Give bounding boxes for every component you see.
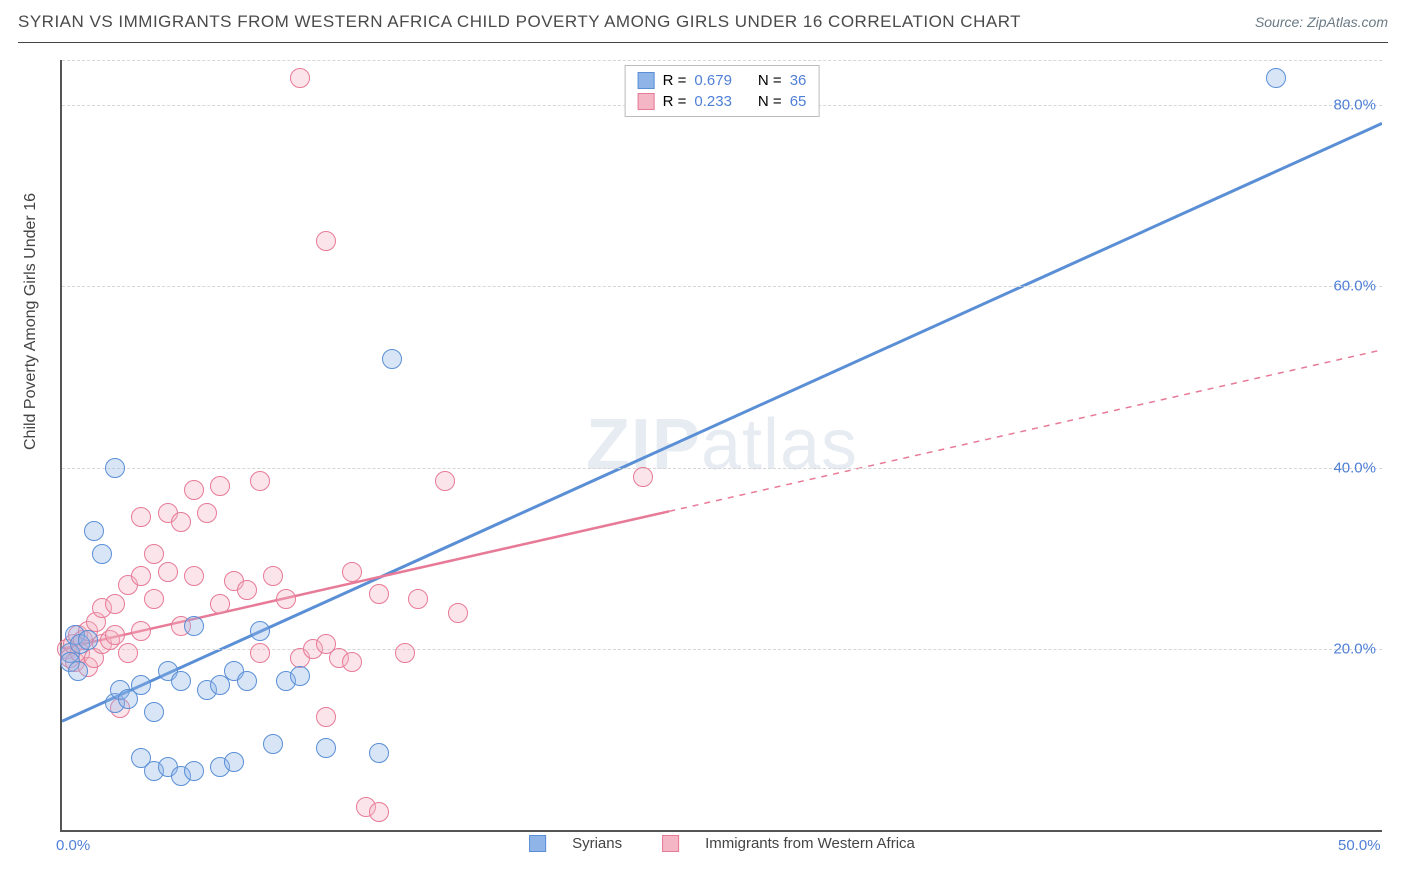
data-point (263, 566, 283, 586)
data-point (105, 625, 125, 645)
data-point (184, 480, 204, 500)
y-tick-label: 80.0% (1333, 97, 1376, 114)
trend-line-dashed (669, 350, 1382, 511)
legend-row: R = 0.679 N = 36 (638, 70, 807, 91)
x-tick-label: 0.0% (56, 837, 90, 854)
data-point (171, 512, 191, 532)
data-point (118, 643, 138, 663)
data-point (184, 616, 204, 636)
data-point (263, 734, 283, 754)
legend-swatch (638, 72, 655, 89)
data-point (144, 544, 164, 564)
legend-swatch (638, 93, 655, 110)
data-point (78, 630, 98, 650)
scatter-plot: ZIPatlas 20.0%40.0%60.0%80.0%0.0%50.0%R … (60, 60, 1382, 832)
legend-r-label: R = (663, 72, 687, 89)
data-point (369, 584, 389, 604)
data-point (68, 661, 88, 681)
data-point (144, 589, 164, 609)
data-point (158, 562, 178, 582)
x-tick-label: 50.0% (1338, 837, 1381, 854)
legend-n-label: N = (758, 93, 782, 110)
gridline (62, 60, 1382, 61)
y-tick-label: 40.0% (1333, 459, 1376, 476)
data-point (144, 702, 164, 722)
y-tick-label: 20.0% (1333, 640, 1376, 657)
watermark: ZIPatlas (586, 404, 858, 486)
data-point (316, 707, 336, 727)
data-point (448, 603, 468, 623)
data-point (184, 566, 204, 586)
data-point (435, 471, 455, 491)
gridline (62, 468, 1382, 469)
data-point (210, 476, 230, 496)
data-point (290, 68, 310, 88)
legend-label: Syrians (572, 835, 622, 852)
data-point (342, 562, 362, 582)
legend-n-label: N = (758, 72, 782, 89)
data-point (369, 802, 389, 822)
data-point (105, 458, 125, 478)
data-point (290, 666, 310, 686)
data-point (342, 652, 362, 672)
title-bar: SYRIAN VS IMMIGRANTS FROM WESTERN AFRICA… (18, 12, 1388, 40)
data-point (105, 594, 125, 614)
data-point (276, 589, 296, 609)
data-point (316, 738, 336, 758)
legend-item: Syrians (519, 835, 632, 852)
data-point (131, 621, 151, 641)
legend-row: R = 0.233 N = 65 (638, 91, 807, 112)
data-point (395, 643, 415, 663)
data-point (171, 671, 191, 691)
data-point (210, 594, 230, 614)
data-point (316, 231, 336, 251)
legend-n-value: 65 (790, 93, 807, 110)
legend-label: Immigrants from Western Africa (705, 835, 915, 852)
data-point (197, 503, 217, 523)
y-tick-label: 60.0% (1333, 278, 1376, 295)
legend-r-value: 0.233 (694, 93, 732, 110)
data-point (408, 589, 428, 609)
data-point (250, 621, 270, 641)
gridline (62, 286, 1382, 287)
data-point (131, 675, 151, 695)
data-point (237, 580, 257, 600)
data-point (250, 471, 270, 491)
trend-line-solid (62, 511, 669, 649)
legend-n-value: 36 (790, 72, 807, 89)
data-point (184, 761, 204, 781)
legend-swatch (529, 835, 546, 852)
data-point (382, 349, 402, 369)
data-point (131, 507, 151, 527)
source-label: Source: ZipAtlas.com (1255, 14, 1388, 30)
legend-r-value: 0.679 (694, 72, 732, 89)
legend-top: R = 0.679 N = 36 R = 0.233 N = 65 (625, 65, 820, 117)
legend-bottom: Syrians Immigrants from Western Africa (509, 835, 935, 856)
data-point (237, 671, 257, 691)
data-point (92, 544, 112, 564)
data-point (250, 643, 270, 663)
trend-lines (62, 60, 1382, 830)
data-point (224, 752, 244, 772)
data-point (369, 743, 389, 763)
data-point (131, 566, 151, 586)
title-divider (18, 42, 1388, 43)
legend-r-label: R = (663, 93, 687, 110)
legend-item: Immigrants from Western Africa (652, 835, 925, 852)
data-point (1266, 68, 1286, 88)
data-point (633, 467, 653, 487)
legend-swatch (662, 835, 679, 852)
y-axis-label: Child Poverty Among Girls Under 16 (22, 193, 40, 450)
data-point (84, 521, 104, 541)
chart-title: SYRIAN VS IMMIGRANTS FROM WESTERN AFRICA… (18, 12, 1021, 31)
